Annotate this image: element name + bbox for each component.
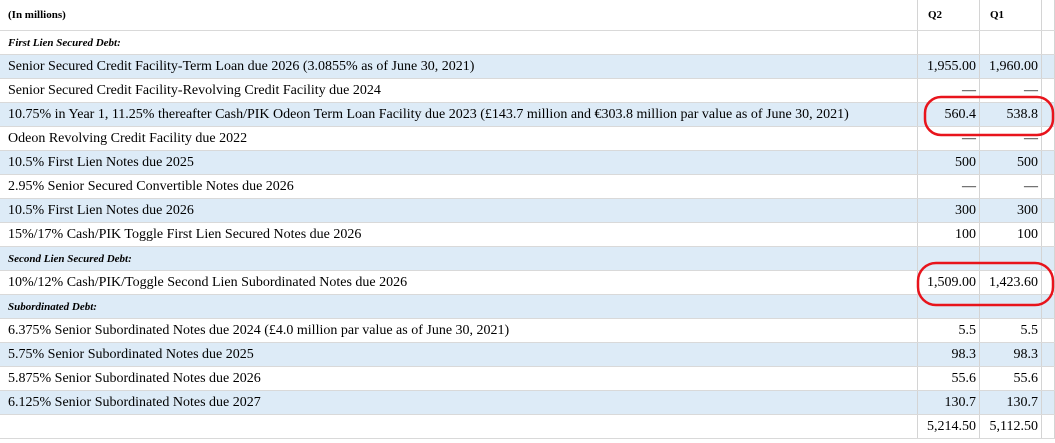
section-row: Second Lien Secured Debt: [0, 247, 1055, 271]
q2-value: 5.5 [918, 319, 980, 342]
data-row: 15%/17% Cash/PIK Toggle First Lien Secur… [0, 223, 1055, 247]
q2-value: — [918, 79, 980, 102]
q2-value: 1,509.00 [918, 271, 980, 294]
empty-cell [1042, 55, 1055, 78]
empty-cell [1042, 103, 1055, 126]
empty-cell [1042, 367, 1055, 390]
empty-cell [1042, 31, 1055, 54]
section-row: First Lien Secured Debt: [0, 31, 1055, 55]
data-row: 10.5% First Lien Notes due 2026 300 300 [0, 199, 1055, 223]
data-row: 2.95% Senior Secured Convertible Notes d… [0, 175, 1055, 199]
q2-value: 300 [918, 199, 980, 222]
q2-value: 98.3 [918, 343, 980, 366]
q2-value: 500 [918, 151, 980, 174]
row-label: 2.95% Senior Secured Convertible Notes d… [0, 175, 918, 198]
row-label: Odeon Revolving Credit Facility due 2022 [0, 127, 918, 150]
q2-value: 55.6 [918, 367, 980, 390]
empty-cell [980, 31, 1042, 54]
row-label: 10.5% First Lien Notes due 2026 [0, 199, 918, 222]
q2-value: 1,955.00 [918, 55, 980, 78]
empty-cell [1042, 151, 1055, 174]
section-label: Subordinated Debt: [0, 295, 918, 318]
section-row: Subordinated Debt: [0, 295, 1055, 319]
data-row: 5.75% Senior Subordinated Notes due 2025… [0, 343, 1055, 367]
row-label: 10%/12% Cash/PIK/Toggle Second Lien Subo… [0, 271, 918, 294]
row-label: Senior Secured Credit Facility-Revolving… [0, 79, 918, 102]
section-label: Second Lien Secured Debt: [0, 247, 918, 270]
q1-value: 5,112.50 [980, 415, 1042, 438]
column-header: Q2 [918, 0, 980, 30]
empty-cell [1042, 223, 1055, 246]
empty-cell [1042, 319, 1055, 342]
empty-cell [1042, 199, 1055, 222]
total-row: 5,214.50 5,112.50 [0, 415, 1055, 439]
empty-cell [1042, 79, 1055, 102]
q1-value: 1,423.60 [980, 271, 1042, 294]
empty-cell [980, 295, 1042, 318]
empty-cell [1042, 271, 1055, 294]
empty-cell [1042, 247, 1055, 270]
data-row: 10.5% First Lien Notes due 2025 500 500 [0, 151, 1055, 175]
empty-cell [918, 247, 980, 270]
row-label: 5.875% Senior Subordinated Notes due 202… [0, 367, 918, 390]
data-row: 10%/12% Cash/PIK/Toggle Second Lien Subo… [0, 271, 1055, 295]
empty-cell [918, 31, 980, 54]
row-label: Senior Secured Credit Facility-Term Loan… [0, 55, 918, 78]
empty-cell [1042, 175, 1055, 198]
data-row: 6.125% Senior Subordinated Notes due 202… [0, 391, 1055, 415]
q1-value: 100 [980, 223, 1042, 246]
q1-value: 300 [980, 199, 1042, 222]
empty-cell [1042, 0, 1055, 30]
empty-cell [918, 295, 980, 318]
data-row: Odeon Revolving Credit Facility due 2022… [0, 127, 1055, 151]
q2-value: 5,214.50 [918, 415, 980, 438]
data-row: 5.875% Senior Subordinated Notes due 202… [0, 367, 1055, 391]
q1-value: 500 [980, 151, 1042, 174]
q1-value: — [980, 79, 1042, 102]
q1-value: — [980, 127, 1042, 150]
q1-value: 55.6 [980, 367, 1042, 390]
empty-cell [1042, 415, 1055, 438]
header-row: (In millions) Q2 Q1 [0, 0, 1055, 31]
empty-cell [1042, 391, 1055, 414]
header-label: (In millions) [0, 0, 918, 30]
q1-value: 538.8 [980, 103, 1042, 126]
row-label: 5.75% Senior Subordinated Notes due 2025 [0, 343, 918, 366]
empty-cell [1042, 343, 1055, 366]
row-label: 15%/17% Cash/PIK Toggle First Lien Secur… [0, 223, 918, 246]
empty-cell [980, 247, 1042, 270]
empty-cell [1042, 127, 1055, 150]
q2-value: 100 [918, 223, 980, 246]
q2-value: 560.4 [918, 103, 980, 126]
row-label: 6.375% Senior Subordinated Notes due 202… [0, 319, 918, 342]
q1-value: — [980, 175, 1042, 198]
data-row: 6.375% Senior Subordinated Notes due 202… [0, 319, 1055, 343]
data-row: 10.75% in Year 1, 11.25% thereafter Cash… [0, 103, 1055, 127]
q2-value: — [918, 175, 980, 198]
q1-value: 5.5 [980, 319, 1042, 342]
q1-value: 98.3 [980, 343, 1042, 366]
column-header: Q1 [980, 0, 1042, 30]
row-label: 10.75% in Year 1, 11.25% thereafter Cash… [0, 103, 918, 126]
q2-value: 130.7 [918, 391, 980, 414]
section-label: First Lien Secured Debt: [0, 31, 918, 54]
q2-value: — [918, 127, 980, 150]
row-label: 6.125% Senior Subordinated Notes due 202… [0, 391, 918, 414]
data-row: Senior Secured Credit Facility-Term Loan… [0, 55, 1055, 79]
data-row: Senior Secured Credit Facility-Revolving… [0, 79, 1055, 103]
empty-cell [0, 415, 918, 438]
row-label: 10.5% First Lien Notes due 2025 [0, 151, 918, 174]
q1-value: 1,960.00 [980, 55, 1042, 78]
empty-cell [1042, 295, 1055, 318]
q1-value: 130.7 [980, 391, 1042, 414]
